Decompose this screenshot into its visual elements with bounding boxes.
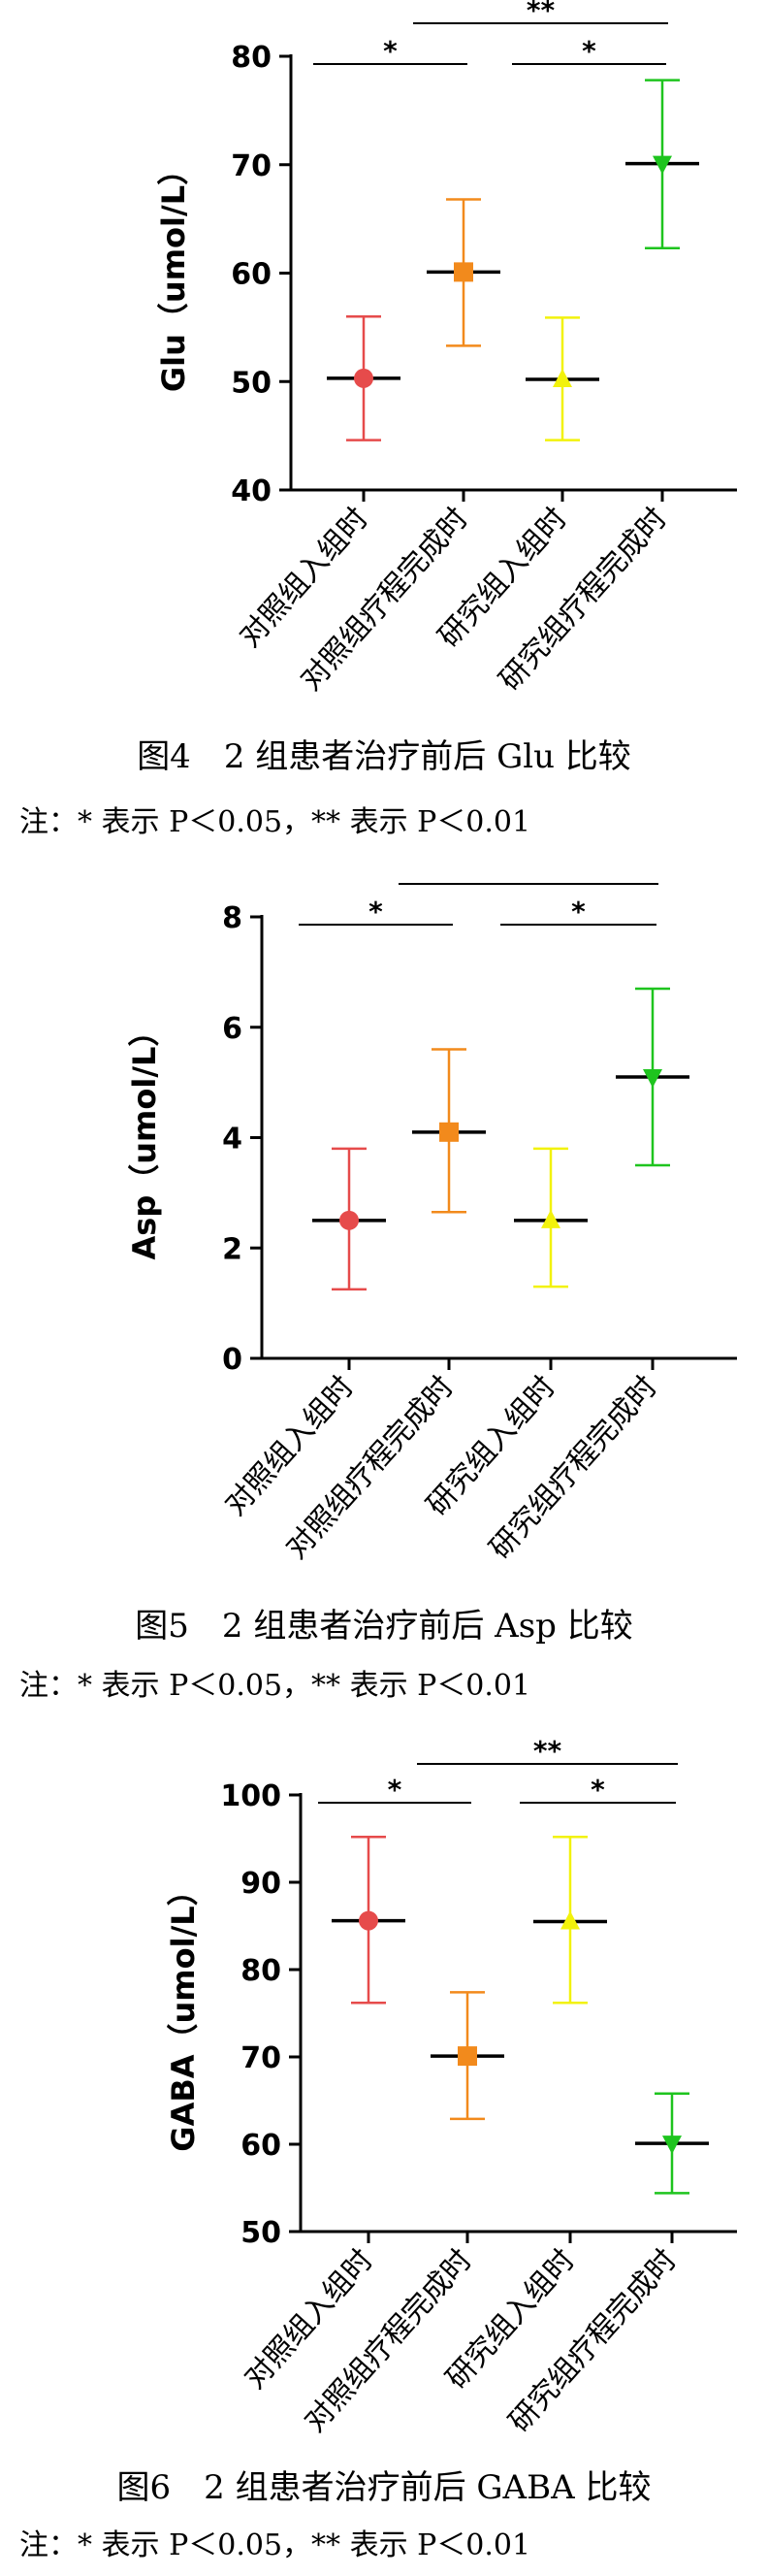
figure-note-glu: 注：* 表示 P＜0.05，** 表示 P＜0.01 <box>19 805 531 839</box>
y-tick-label: 4 <box>222 1123 242 1157</box>
data-point <box>643 1068 662 1088</box>
significance-label: * <box>383 35 398 67</box>
significance-label: ** <box>533 1737 562 1767</box>
significance-label: * <box>582 35 596 67</box>
data-point <box>553 369 572 388</box>
data-point <box>359 1910 378 1931</box>
figure-note-gaba: 注：* 表示 P＜0.05，** 表示 P＜0.01 <box>19 2528 531 2562</box>
y-tick-label: 90 <box>240 1867 281 1901</box>
x-category-label: 对照组疗程完成时 <box>279 1370 461 1566</box>
y-tick-label: 60 <box>231 258 272 292</box>
y-tick-label: 6 <box>222 1012 242 1046</box>
data-point <box>439 1122 459 1142</box>
y-tick-label: 2 <box>222 1232 242 1266</box>
figure-caption-gaba: 图6 2 组患者治疗前后 GABA 比较 <box>116 2468 652 2507</box>
y-tick-label: 70 <box>240 2041 281 2075</box>
significance-label: ** <box>514 873 543 887</box>
data-point <box>339 1210 359 1230</box>
data-point <box>560 1910 580 1930</box>
significance-label: ** <box>527 0 556 26</box>
y-tick-label: 80 <box>231 41 272 75</box>
significance-label: * <box>591 1774 605 1806</box>
x-category-label: 对照组疗程完成时 <box>294 502 475 698</box>
data-point <box>454 262 473 282</box>
y-tick-label: 60 <box>240 2129 281 2163</box>
data-point <box>541 1209 560 1228</box>
chart-gaba: 5060708090100GABA（umol/L）对照组入组时对照组疗程完成时研… <box>165 1737 737 2439</box>
chart-glu: 4050607080Glu（umol/L）对照组入组时对照组疗程完成时研究组入组… <box>155 0 737 698</box>
data-point <box>458 2046 477 2067</box>
chart-asp: 02468Asp（umol/L）对照组入组时对照组疗程完成时研究组入组时研究组疗… <box>126 873 737 1566</box>
figure-caption-asp: 图5 2 组患者治疗前后 Asp 比较 <box>135 1607 633 1646</box>
x-category-label: 对照组疗程完成时 <box>298 2243 479 2439</box>
significance-label: * <box>571 896 586 928</box>
data-point <box>354 368 373 388</box>
figure-caption-glu: 图4 2 组患者治疗前后 Glu 比较 <box>137 737 631 776</box>
figure-note-asp: 注：* 表示 P＜0.05，** 表示 P＜0.01 <box>19 1669 531 1703</box>
y-tick-label: 8 <box>222 901 242 935</box>
x-category-label: 研究组疗程完成时 <box>493 502 674 698</box>
y-axis-label: Asp（umol/L） <box>126 1016 163 1260</box>
y-tick-label: 0 <box>222 1343 242 1377</box>
y-tick-label: 70 <box>231 149 272 183</box>
y-axis-label: GABA（umol/L） <box>165 1875 202 2151</box>
data-point <box>662 2136 682 2155</box>
y-tick-label: 100 <box>220 1779 281 1813</box>
y-tick-label: 80 <box>240 1954 281 1988</box>
y-tick-label: 40 <box>231 474 272 508</box>
y-axis-label: Glu（umol/L） <box>155 154 192 392</box>
y-tick-label: 50 <box>231 366 272 400</box>
significance-label: * <box>388 1774 402 1806</box>
significance-label: * <box>368 896 383 928</box>
y-tick-label: 50 <box>240 2216 281 2250</box>
data-point <box>653 155 672 175</box>
